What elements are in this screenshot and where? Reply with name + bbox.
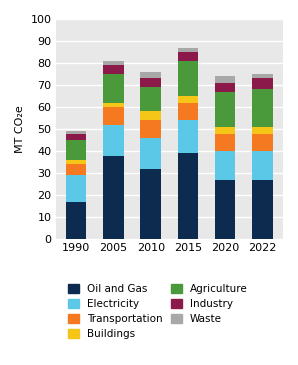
Bar <box>66 202 86 239</box>
Bar <box>215 180 235 239</box>
Bar <box>178 96 198 103</box>
Bar <box>252 134 273 151</box>
Bar <box>103 107 124 125</box>
Bar <box>66 175 86 202</box>
Bar <box>140 111 161 120</box>
Bar <box>215 76 235 83</box>
Bar <box>215 151 235 180</box>
Bar <box>140 120 161 138</box>
Bar <box>178 61 198 96</box>
Bar <box>178 153 198 239</box>
Bar <box>215 83 235 92</box>
Bar <box>252 89 273 127</box>
Bar <box>103 125 124 155</box>
Bar <box>215 92 235 127</box>
Y-axis label: MT CO₂e: MT CO₂e <box>15 105 25 153</box>
Bar <box>66 164 86 175</box>
Bar <box>103 65 124 74</box>
Bar <box>178 103 198 120</box>
Bar <box>140 87 161 111</box>
Bar <box>66 134 86 140</box>
Bar <box>178 52 198 61</box>
Bar <box>103 103 124 107</box>
Bar <box>66 160 86 164</box>
Bar <box>66 131 86 134</box>
Bar <box>252 127 273 134</box>
Bar <box>178 120 198 153</box>
Bar <box>66 140 86 160</box>
Legend: Oil and Gas, Electricity, Transportation, Buildings, Agriculture, Industry, Wast: Oil and Gas, Electricity, Transportation… <box>69 284 248 339</box>
Bar <box>103 61 124 65</box>
Bar <box>215 127 235 134</box>
Bar <box>103 74 124 103</box>
Bar <box>140 72 161 78</box>
Bar <box>215 134 235 151</box>
Bar <box>252 74 273 78</box>
Bar <box>140 138 161 169</box>
Bar <box>178 47 198 52</box>
Bar <box>140 169 161 239</box>
Bar <box>140 78 161 87</box>
Bar <box>252 78 273 89</box>
Bar <box>103 155 124 239</box>
Bar <box>252 180 273 239</box>
Bar <box>252 151 273 180</box>
